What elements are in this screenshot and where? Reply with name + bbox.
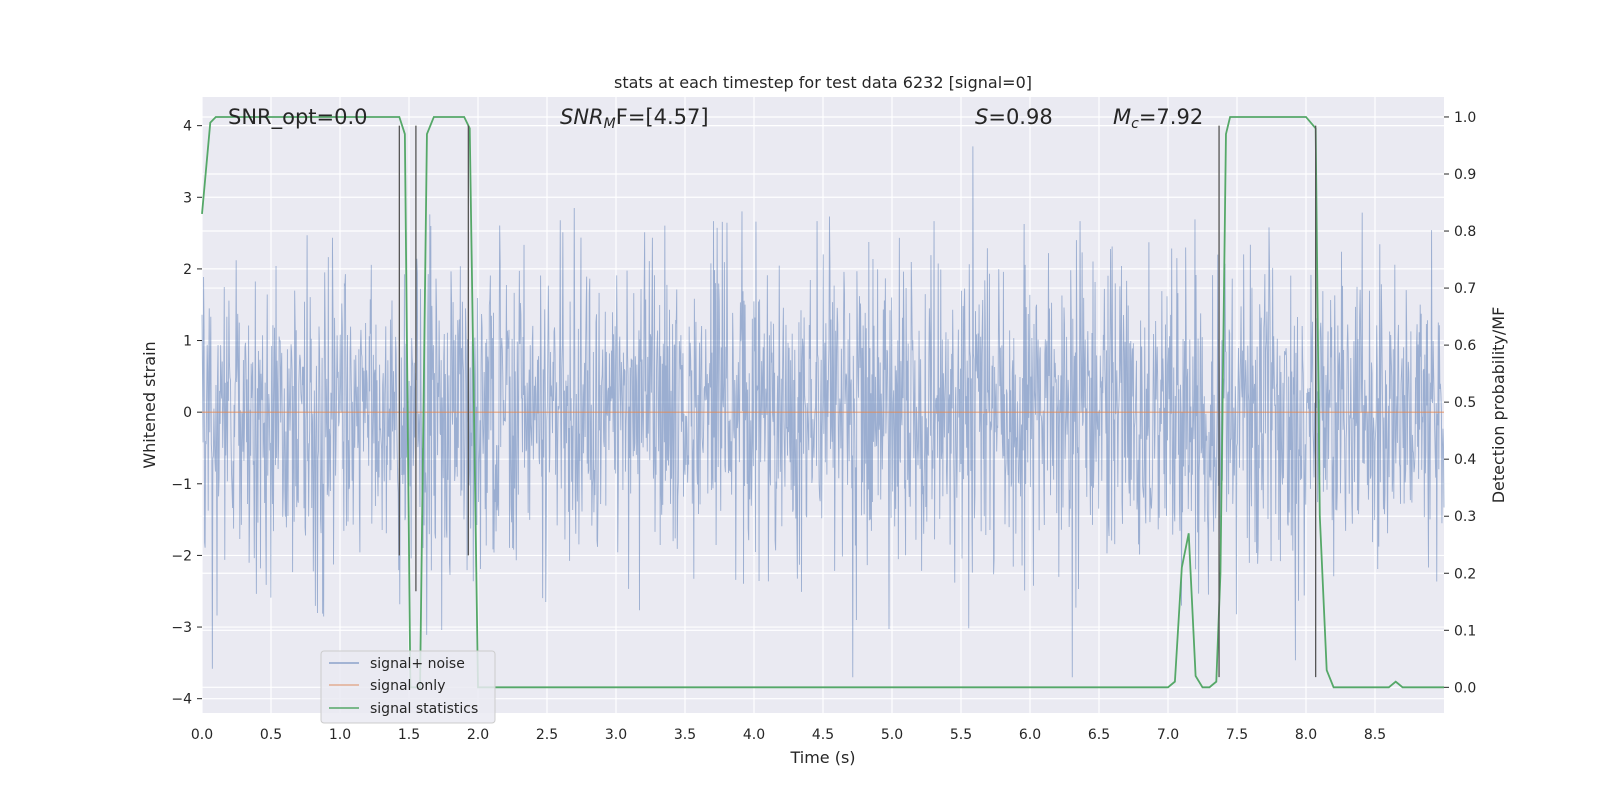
signal-noise-line: [201, 146, 1445, 678]
vertical-markers: [398, 125, 1317, 678]
y-right-tick-label: 0.6: [1454, 338, 1476, 354]
x-tick-label: 7.5: [1226, 727, 1248, 743]
legend-label-signal-statistics: signal statistics: [370, 701, 478, 717]
y-right-tick-label: 0.3: [1454, 509, 1476, 525]
y-right-tick-label: 0.2: [1454, 566, 1476, 582]
annotation-snr-mf-main: SNR: [560, 105, 604, 129]
annotation-snr-mf-sub: M: [604, 116, 616, 132]
y-tick-label: 1: [183, 334, 192, 350]
x-tick-label: 1.5: [398, 727, 420, 743]
x-tick-label: 1.0: [329, 727, 351, 743]
legend: signal+ noise signal only signal statist…: [320, 650, 496, 724]
x-tick-label: 0.5: [260, 727, 282, 743]
y-right-tick-label: 0.8: [1454, 224, 1476, 240]
y-tick-label: 3: [183, 190, 192, 206]
x-tick-label: 8.5: [1364, 727, 1386, 743]
signal-noise-series: [201, 146, 1445, 678]
y-right-axis-label: Detection probability/MF: [1489, 307, 1508, 504]
y-right-tick-label: 0.4: [1454, 452, 1476, 468]
x-tick-label: 4.0: [743, 727, 765, 743]
y-right-tick-label: 0.7: [1454, 281, 1476, 297]
x-tick-label: 6.0: [1019, 727, 1041, 743]
y-right-tick-label: 1.0: [1454, 110, 1476, 126]
y-tick-label: 2: [183, 262, 192, 278]
annotation-snr-mf-rest: F=[4.57]: [616, 105, 709, 129]
x-tick-label: 5.5: [950, 727, 972, 743]
x-tick-label: 8.0: [1295, 727, 1317, 743]
y-axis-label: Whitened strain: [140, 341, 159, 468]
y-tick-label: −3: [171, 620, 192, 636]
annotation-s: S=0.98: [975, 105, 1053, 129]
y-tick-label: −2: [171, 548, 192, 564]
annotation-mc: Mc=7.92: [1113, 105, 1203, 132]
axis-ticks: 0.0 0.5 1.0 1.5 2.0 2.5 3.0 3.5 4.0 4.5 5.0 5.5 6.0 6…: [171, 110, 1476, 743]
x-tick-label: 7.0: [1157, 727, 1179, 743]
annotation-mc-main: M: [1113, 105, 1131, 129]
annotation-snr-opt: SNR_opt=0.0: [228, 105, 368, 130]
y-right-tick-label: 0.0: [1454, 680, 1476, 696]
x-tick-label: 5.0: [881, 727, 903, 743]
legend-label-signal-only: signal only: [370, 678, 445, 694]
annotation-s-main: S: [975, 105, 988, 129]
x-tick-label: 0.0: [191, 727, 213, 743]
annotation-mc-rest: =7.92: [1139, 105, 1203, 129]
y-right-tick-label: 0.1: [1454, 623, 1476, 639]
y-tick-label: −4: [171, 692, 192, 708]
y-right-tick-label: 0.9: [1454, 167, 1476, 183]
y-tick-label: 4: [183, 119, 192, 135]
x-tick-label: 6.5: [1088, 727, 1110, 743]
x-tick-label: 3.5: [674, 727, 696, 743]
y-tick-label: 0: [183, 405, 192, 421]
x-tick-label: 3.0: [605, 727, 627, 743]
x-tick-label: 4.5: [812, 727, 834, 743]
annotation-s-rest: =0.98: [988, 105, 1052, 129]
legend-box: [320, 650, 496, 724]
y-right-tick-label: 0.5: [1454, 395, 1476, 411]
y-tick-label: −1: [171, 477, 192, 493]
annotation-mc-sub: c: [1131, 116, 1139, 132]
annotation-snr-mf: SNRMF=[4.57]: [560, 105, 709, 132]
x-tick-label: 2.0: [467, 727, 489, 743]
x-axis-label: Time (s): [789, 748, 855, 767]
legend-label-signal-noise: signal+ noise: [370, 656, 465, 672]
x-tick-label: 2.5: [536, 727, 558, 743]
chart-title: stats at each timestep for test data 623…: [614, 73, 1032, 92]
